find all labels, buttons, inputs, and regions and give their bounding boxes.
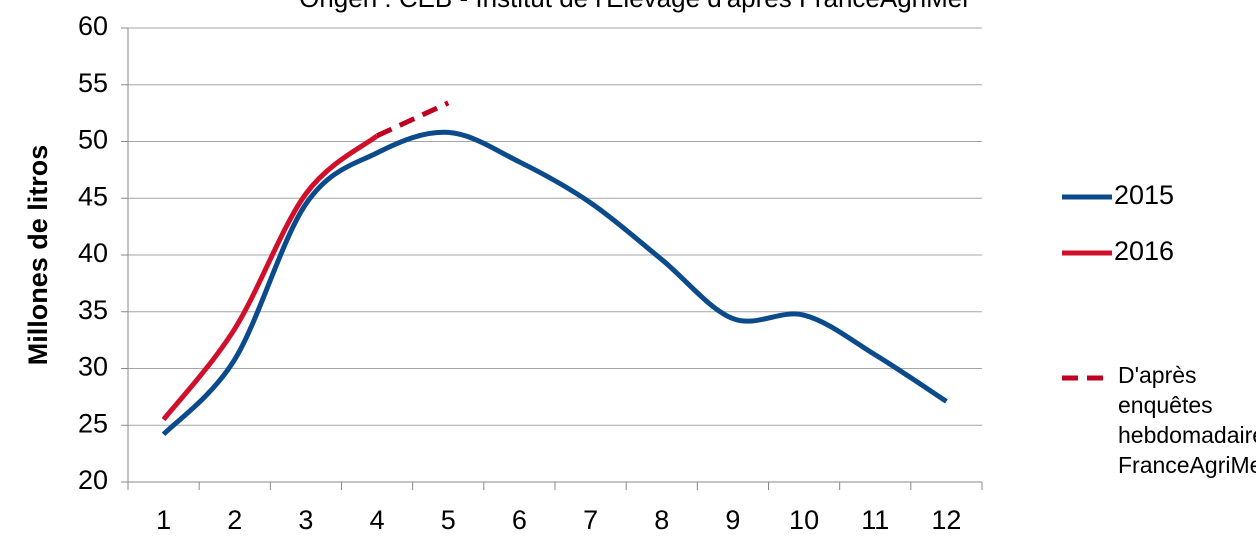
series-line <box>161 129 948 437</box>
chart-title: Origen : CEB - Institut de l'Elevage d'a… <box>299 0 971 13</box>
x-tick-label: 5 <box>441 505 456 535</box>
x-tick-label: 4 <box>370 505 385 535</box>
y-tick-label: 60 <box>78 11 108 41</box>
series-line <box>376 100 450 139</box>
x-tick-label: 12 <box>931 505 961 535</box>
y-axis-label: Millones de litros <box>23 145 53 366</box>
y-tick-label: 55 <box>78 68 108 98</box>
y-tick-label: 40 <box>78 238 108 268</box>
x-tick-label: 7 <box>583 505 598 535</box>
y-tick-label: 45 <box>78 181 108 211</box>
x-tick-label: 1 <box>156 505 171 535</box>
x-tick-label: 6 <box>512 505 527 535</box>
series-line <box>161 133 379 422</box>
x-tick-label: 11 <box>861 505 889 535</box>
y-tick-label: 35 <box>78 295 108 325</box>
x-tick-label: 10 <box>789 505 819 535</box>
y-tick-label: 25 <box>78 408 108 438</box>
y-tick-label: 50 <box>78 125 108 155</box>
x-tick-label: 2 <box>227 505 242 535</box>
legend-label: 2016 <box>1114 236 1174 266</box>
legend-text: D'après enquêtes hebdomadaires FranceAgr… <box>1118 362 1256 478</box>
x-tick-label: 8 <box>654 505 669 535</box>
x-tick-label: 9 <box>725 505 740 535</box>
legend-label: 2015 <box>1114 180 1174 210</box>
x-tick-label: 3 <box>298 505 313 535</box>
y-tick-label: 30 <box>78 352 108 382</box>
y-tick-label: 20 <box>78 465 108 495</box>
